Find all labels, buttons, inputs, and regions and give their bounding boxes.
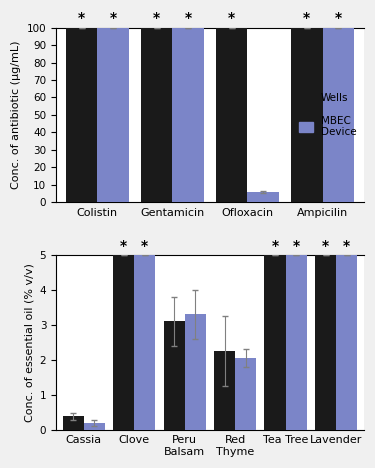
Y-axis label: Conc. of antibiotic (μg/mL): Conc. of antibiotic (μg/mL) [11, 41, 21, 189]
Bar [264, 255, 286, 430]
Bar [248, 192, 279, 202]
Bar [216, 28, 248, 202]
Text: *: * [78, 11, 85, 25]
Text: *: * [110, 11, 117, 25]
Bar [113, 255, 134, 430]
Bar [63, 417, 84, 430]
Bar [322, 28, 354, 202]
Bar [235, 358, 256, 430]
Bar [84, 423, 105, 430]
Text: *: * [228, 11, 235, 25]
Bar [66, 28, 98, 202]
Bar [336, 255, 357, 430]
Bar [172, 28, 204, 202]
Text: *: * [153, 11, 160, 25]
Text: *: * [184, 11, 192, 25]
Bar [98, 28, 129, 202]
Text: *: * [343, 239, 350, 253]
Bar [134, 255, 156, 430]
Text: *: * [141, 239, 148, 253]
Bar [214, 351, 235, 430]
Text: *: * [120, 239, 127, 253]
Bar [141, 28, 172, 202]
Legend: Wells, MBEC
Device: Wells, MBEC Device [295, 88, 361, 142]
Text: *: * [335, 11, 342, 25]
Bar [286, 255, 307, 430]
Y-axis label: Conc. of essential oil (% v/v): Conc. of essential oil (% v/v) [24, 263, 34, 422]
Bar [164, 322, 185, 430]
Text: *: * [303, 11, 310, 25]
Text: *: * [272, 239, 279, 253]
Text: *: * [322, 239, 329, 253]
Bar [291, 28, 322, 202]
Bar [185, 314, 206, 430]
Bar [315, 255, 336, 430]
Text: *: * [293, 239, 300, 253]
